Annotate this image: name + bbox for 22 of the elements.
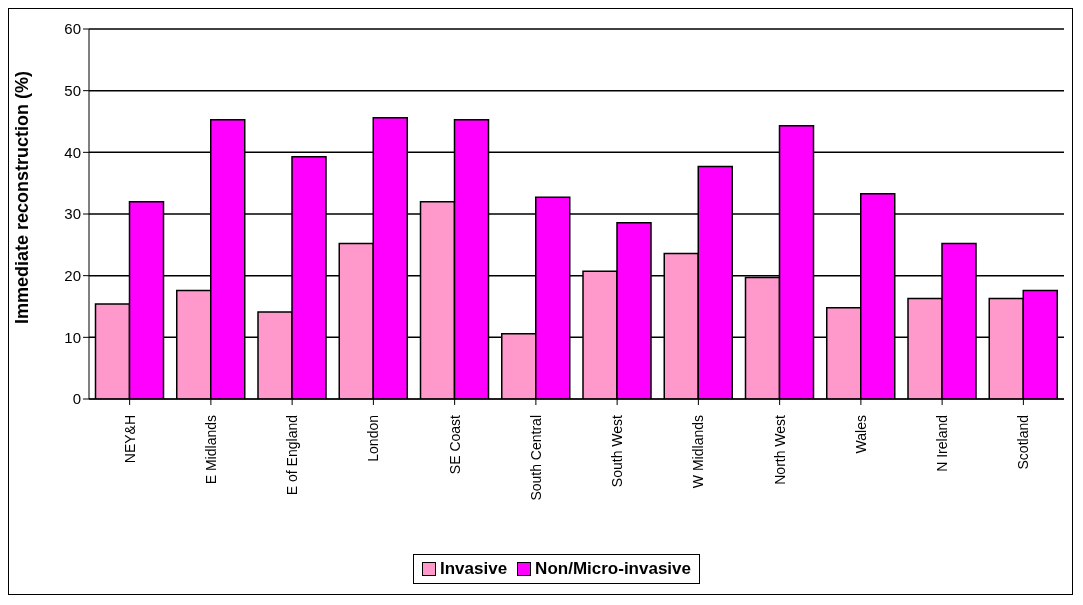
x-tick-label: North West (771, 414, 788, 485)
legend-label: Invasive (439, 559, 508, 579)
y-axis-title: Immediate reconstruction (%) (12, 70, 33, 324)
x-tick-label: South West (609, 414, 626, 488)
x-tick-label: E Midlands (202, 415, 219, 485)
x-tick-label: E of England (284, 415, 301, 496)
x-tick-label: South Central (527, 415, 544, 501)
y-tick-label: 50 (64, 81, 81, 99)
x-tick-label: N Ireland (934, 415, 951, 472)
x-tick-label: London (365, 415, 382, 462)
y-tick-label: 0 (72, 390, 81, 408)
y-tick-label: 40 (64, 143, 81, 161)
x-tick-label: W Midlands (690, 415, 707, 489)
y-tick-label: 30 (64, 205, 81, 223)
x-tick-label: Scotland (1015, 415, 1032, 470)
legend-label: Non/Micro-invasive (534, 559, 691, 579)
x-tick-label: Wales (852, 415, 869, 454)
y-tick-label: 10 (64, 328, 81, 346)
y-tick-label: 60 (64, 20, 81, 38)
y-tick-label: 20 (64, 266, 81, 284)
x-tick-label: SE Coast (446, 414, 463, 475)
x-tick-label: NEY&H (121, 415, 138, 464)
